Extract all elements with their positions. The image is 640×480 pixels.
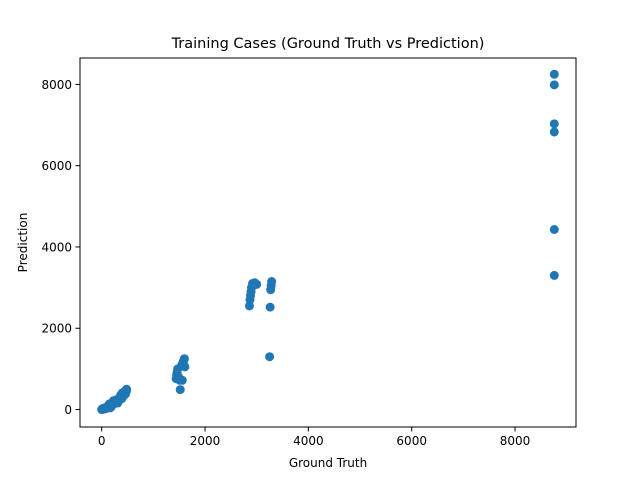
data-point-59 [549, 270, 559, 280]
data-point-56 [549, 119, 559, 129]
x-tick-label-8000: 8000 [500, 434, 531, 448]
points-layer [97, 69, 559, 415]
y-tick-label-4000: 4000 [41, 240, 72, 254]
data-point-40 [180, 362, 190, 372]
data-point-58 [549, 225, 559, 234]
data-point-50 [265, 302, 275, 312]
data-point-39 [179, 354, 189, 364]
y-tick-label-2000: 2000 [41, 322, 72, 336]
data-point-54 [549, 69, 559, 79]
data-point-37 [177, 375, 187, 385]
y-tick-label-6000: 6000 [41, 159, 72, 173]
data-point-28 [122, 384, 131, 394]
y-axis-label: Prediction [16, 213, 30, 273]
y-axis-ticks: 0 2000 4000 6000 8000 [41, 78, 80, 417]
y-tick-label-8000: 8000 [41, 78, 72, 92]
x-tick-label-2000: 2000 [190, 434, 221, 448]
x-tick-label-4000: 4000 [293, 434, 324, 448]
x-tick-label-0: 0 [98, 434, 106, 448]
data-point-55 [549, 80, 559, 90]
data-point-57 [549, 127, 559, 137]
x-axis-ticks: 0 2000 4000 6000 8000 [98, 427, 530, 448]
data-point-35 [175, 385, 185, 395]
data-point-53 [267, 277, 277, 287]
chart-title: Training Cases (Ground Truth vs Predicti… [171, 36, 485, 52]
data-point-48 [252, 279, 262, 289]
x-axis-label: Ground Truth [289, 456, 367, 470]
data-point-49 [265, 352, 275, 362]
y-tick-label-0: 0 [64, 403, 72, 417]
x-tick-label-6000: 6000 [396, 434, 427, 448]
plot-frame [79, 57, 577, 428]
